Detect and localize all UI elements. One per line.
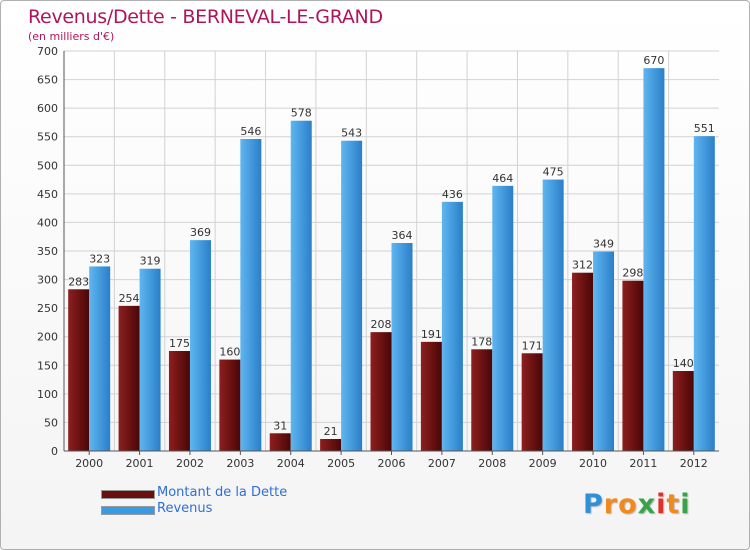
data-label-revenus-2003: 546: [240, 125, 261, 138]
bar-revenus-2007: [441, 201, 463, 451]
bar-dette-2009: [521, 353, 543, 451]
legend-label-dette: Montant de la Dette: [157, 485, 288, 500]
y-tick-label-150: 150: [37, 359, 58, 372]
logo-letter-4: i: [656, 489, 667, 520]
data-label-dette-2005: 21: [324, 425, 338, 438]
bar-dette-2006: [370, 332, 392, 451]
y-tick-label-700: 700: [37, 45, 58, 58]
data-label-dette-2011: 298: [622, 267, 643, 280]
x-tick-label-2006: 2006: [378, 457, 406, 470]
data-label-dette-2012: 140: [673, 357, 694, 370]
bar-revenus-2001: [139, 268, 161, 451]
y-tick-label-400: 400: [37, 216, 58, 229]
logo-letter-5: t: [666, 489, 681, 520]
data-label-revenus-2006: 364: [392, 229, 413, 242]
data-label-dette-2000: 283: [68, 275, 89, 288]
bar-revenus-2004: [290, 120, 312, 451]
data-label-dette-2001: 254: [119, 292, 140, 305]
labels: 0 50 100 150 200 250 300 350 400 450 500 550 600 650 7…: [37, 45, 715, 470]
bar-revenus-2012: [693, 136, 715, 451]
logo-letter-0: P: [583, 489, 604, 520]
bar-dette-2003: [219, 359, 241, 451]
x-tick-label-2010: 2010: [579, 457, 607, 470]
data-label-dette-2010: 312: [572, 259, 593, 272]
data-label-dette-2004: 31: [273, 419, 287, 432]
data-label-revenus-2009: 475: [543, 166, 564, 179]
y-tick-label-50: 50: [44, 416, 58, 429]
y-tick-label-450: 450: [37, 188, 58, 201]
bar-dette-2001: [118, 305, 140, 451]
logo-letter-1: r: [603, 489, 619, 520]
bar-dette-2012: [672, 371, 694, 451]
data-label-dette-2002: 175: [169, 337, 190, 350]
x-tick-label-2005: 2005: [327, 457, 355, 470]
data-label-dette-2003: 160: [219, 346, 240, 359]
x-tick-label-2009: 2009: [529, 457, 557, 470]
legend-swatch-dette: [101, 490, 155, 499]
bar-revenus-2003: [240, 139, 262, 451]
x-tick-label-2002: 2002: [176, 457, 204, 470]
y-tick-label-350: 350: [37, 245, 58, 258]
data-label-dette-2008: 178: [471, 335, 492, 348]
y-tick-label-300: 300: [37, 274, 58, 287]
y-tick-label-100: 100: [37, 388, 58, 401]
logo-letter-3: x: [637, 489, 657, 520]
axes: [63, 51, 719, 455]
bar-dette-2007: [420, 341, 442, 451]
x-tick-label-2007: 2007: [428, 457, 456, 470]
y-tick-label-0: 0: [51, 445, 58, 458]
bar-revenus-2008: [492, 185, 514, 451]
y-tick-label-250: 250: [37, 302, 58, 315]
y-tick-label-550: 550: [37, 131, 58, 144]
legend-label-revenus: Revenus: [157, 501, 213, 516]
logo-letter-6: i: [680, 489, 691, 520]
bar-revenus-2010: [593, 251, 615, 451]
bar-revenus-2011: [643, 68, 665, 452]
data-label-revenus-2002: 369: [190, 226, 211, 239]
data-label-revenus-2000: 323: [89, 252, 110, 265]
x-tick-label-2008: 2008: [478, 457, 506, 470]
bar-revenus-2009: [542, 179, 564, 452]
bar-dette-2008: [471, 349, 493, 451]
y-tick-label-600: 600: [37, 102, 58, 115]
legend-swatch-revenus: [101, 506, 155, 515]
bar-dette-2002: [168, 351, 190, 451]
data-label-revenus-2001: 319: [140, 255, 161, 268]
data-label-revenus-2008: 464: [492, 172, 513, 185]
bar-revenus-2002: [189, 240, 211, 451]
x-tick-label-2001: 2001: [126, 457, 154, 470]
bar-dette-2005: [320, 439, 342, 451]
bar-dette-2011: [622, 280, 644, 451]
bar-revenus-2000: [89, 266, 111, 451]
data-label-revenus-2011: 670: [643, 54, 664, 67]
y-tick-label-500: 500: [37, 159, 58, 172]
data-label-revenus-2007: 436: [442, 188, 463, 201]
x-tick-label-2003: 2003: [226, 457, 254, 470]
bar-dette-2010: [572, 272, 594, 451]
data-label-dette-2009: 171: [522, 339, 543, 352]
bar-dette-2004: [269, 433, 291, 451]
data-label-revenus-2004: 578: [291, 107, 312, 120]
y-tick-label-650: 650: [37, 74, 58, 87]
bars: [68, 68, 715, 452]
bar-revenus-2005: [341, 140, 363, 451]
bar-revenus-2006: [391, 243, 413, 451]
chart-title: Revenus/Dette - BERNEVAL-LE-GRAND: [28, 6, 383, 28]
logo-letter-2: o: [618, 489, 638, 520]
data-label-dette-2007: 191: [421, 328, 442, 341]
x-tick-label-2011: 2011: [629, 457, 657, 470]
data-label-revenus-2010: 349: [593, 238, 614, 251]
chart-subtitle: (en milliers d'€): [28, 30, 115, 43]
y-tick-label-200: 200: [37, 331, 58, 344]
data-label-dette-2006: 208: [371, 318, 392, 331]
data-label-revenus-2012: 551: [694, 122, 715, 135]
x-tick-label-2012: 2012: [680, 457, 708, 470]
proxiti-logo: Proxiti: [583, 489, 691, 520]
x-tick-label-2004: 2004: [277, 457, 305, 470]
data-label-revenus-2005: 543: [341, 127, 362, 140]
bar-dette-2000: [68, 289, 90, 451]
x-tick-label-2000: 2000: [75, 457, 103, 470]
